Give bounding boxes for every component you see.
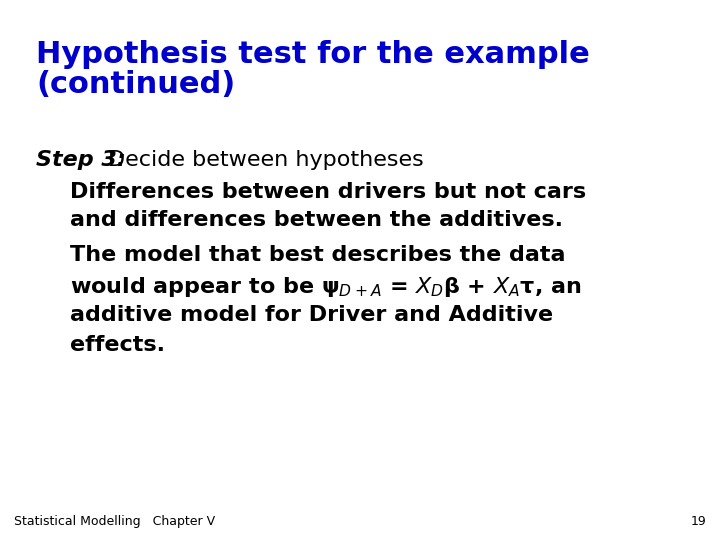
Text: Differences between drivers but not cars: Differences between drivers but not cars xyxy=(70,182,586,202)
Text: Statistical Modelling   Chapter V: Statistical Modelling Chapter V xyxy=(14,515,215,528)
Text: The model that best describes the data: The model that best describes the data xyxy=(70,245,565,265)
Text: 19: 19 xyxy=(690,515,706,528)
Text: Step 3:: Step 3: xyxy=(36,150,126,170)
Text: effects.: effects. xyxy=(70,335,165,355)
Text: would appear to be $\mathbf{\psi}_{D+A}$ = $X_D\mathbf{\beta}$ + $X_A\mathbf{\ta: would appear to be $\mathbf{\psi}_{D+A}$… xyxy=(70,275,582,299)
Text: (continued): (continued) xyxy=(36,70,235,99)
Text: Hypothesis test for the example: Hypothesis test for the example xyxy=(36,40,590,69)
Text: additive model for Driver and Additive: additive model for Driver and Additive xyxy=(70,305,553,325)
Text: Decide between hypotheses: Decide between hypotheses xyxy=(108,150,424,170)
Text: and differences between the additives.: and differences between the additives. xyxy=(70,210,563,230)
